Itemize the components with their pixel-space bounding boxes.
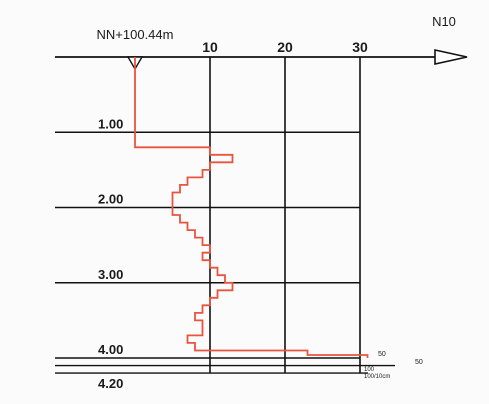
label-layer: N10 NN+100.44m 50 50 100 100/10cm 10 20 30… [97,14,456,391]
y-tick-label: 2.00 [98,192,123,207]
y-tick-label: 4.00 [98,342,123,357]
series-layer [134,57,369,358]
y-tick-label: 4.20 [98,376,123,391]
end-annotation-2: 50 [415,359,423,366]
x-axis-arrow-icon [434,49,468,65]
x-axis-label: N10 [432,14,456,29]
series-line-0 [134,57,369,358]
x-tick-label: 10 [202,39,218,55]
end-annotation-1: 50 [378,351,386,358]
reference-elevation-label: NN+100.44m [97,27,174,42]
grid-lines [55,49,468,374]
stop-label-unit: 100/10cm [364,374,390,380]
y-tick-label: 3.00 [98,267,123,282]
stop-label-value: 100 [364,367,375,373]
x-tick-label: 30 [352,39,368,55]
y-tick-label: 1.00 [98,116,123,131]
x-tick-label: 20 [277,39,293,55]
